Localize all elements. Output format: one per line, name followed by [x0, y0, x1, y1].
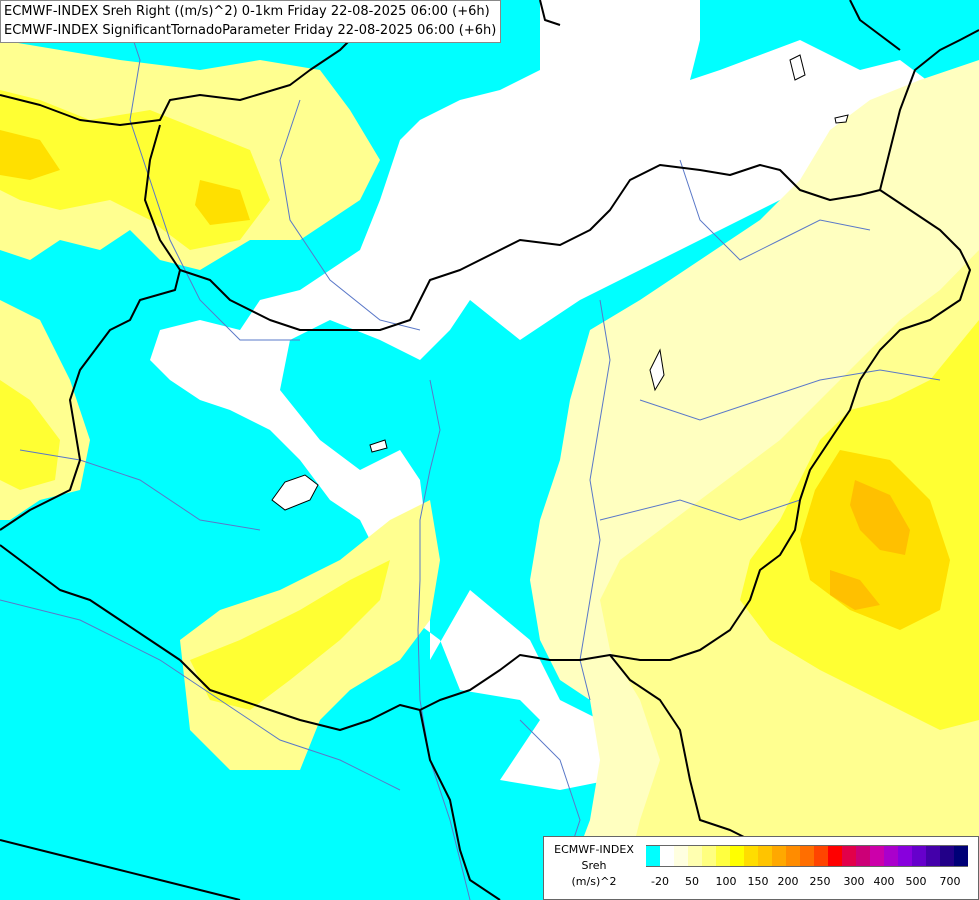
legend-swatch	[772, 845, 786, 867]
legend-swatch	[926, 845, 940, 867]
legend-swatch	[730, 845, 744, 867]
legend-tick-label: 100	[715, 875, 737, 888]
legend-tick-label: 700	[939, 875, 961, 888]
legend-tick-label: 300	[843, 875, 865, 888]
legend-swatch	[842, 845, 856, 867]
legend-swatch	[688, 845, 702, 867]
legend-swatch	[870, 845, 884, 867]
map-title-line-1: ECMWF-INDEX Sreh Right ((m/s)^2) 0-1km F…	[4, 4, 490, 19]
legend-tick-label: 500	[905, 875, 927, 888]
legend-tick-label: 400	[873, 875, 895, 888]
legend-title-line-3: (m/s)^2	[571, 875, 617, 888]
sreh-field-west-gold	[0, 130, 250, 225]
legend-swatch	[660, 845, 674, 867]
legend-swatch	[884, 845, 898, 867]
legend-tick-label: -20	[651, 875, 669, 888]
legend-swatch	[814, 845, 828, 867]
legend-swatch	[646, 845, 660, 867]
legend-swatch	[744, 845, 758, 867]
legend-swatch	[954, 845, 968, 867]
legend-swatch	[912, 845, 926, 867]
sreh-field-white	[150, 0, 979, 790]
map-title-box: ECMWF-INDEX Sreh Right ((m/s)^2) 0-1km F…	[0, 0, 502, 43]
legend-swatch	[898, 845, 912, 867]
legend-swatch	[940, 845, 954, 867]
legend-swatch	[674, 845, 688, 867]
sreh-field-southwest-yellow-core	[190, 560, 390, 710]
legend-tick-label: 150	[747, 875, 769, 888]
legend-swatch	[786, 845, 800, 867]
legend-tick-label: 200	[777, 875, 799, 888]
sreh-field-orange	[830, 480, 910, 610]
legend-swatch	[758, 845, 772, 867]
legend-title-line-1: ECMWF-INDEX	[554, 843, 634, 856]
lakes	[271, 54, 849, 511]
legend-swatch	[702, 845, 716, 867]
legend-tick-label: 250	[809, 875, 831, 888]
legend-tick-label: 50	[685, 875, 699, 888]
legend-swatch	[856, 845, 870, 867]
legend-title-line-2: Sreh	[581, 859, 607, 872]
legend-swatch	[828, 845, 842, 867]
color-legend: ECMWF-INDEX Sreh (m/s)^2 -20 50 100 150 200 2…	[543, 836, 979, 900]
map-title-line-2: ECMWF-INDEX SignificantTornadoParameter …	[4, 23, 497, 38]
sreh-field-west-edge-core	[0, 380, 60, 490]
legend-swatch	[716, 845, 730, 867]
legend-swatch	[800, 845, 814, 867]
